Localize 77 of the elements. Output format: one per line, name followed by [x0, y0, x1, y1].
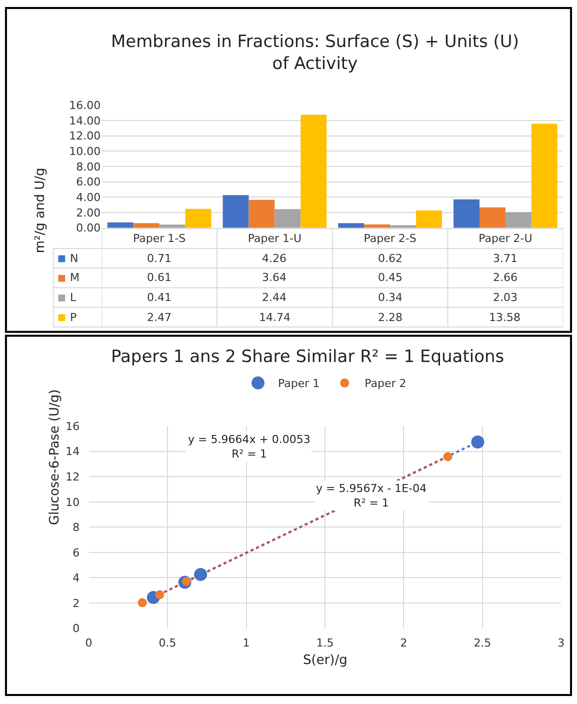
- y-tick-label: 12: [66, 470, 80, 484]
- data-label: 0.62: [378, 252, 402, 265]
- bar: [531, 124, 558, 228]
- bar: [248, 200, 275, 228]
- legend-label: L: [70, 291, 77, 304]
- data-label: 2.03: [493, 291, 518, 304]
- data-label: 0.34: [378, 291, 402, 304]
- data-label: 0.61: [147, 271, 172, 284]
- y-tick-label: 0.00: [76, 222, 101, 235]
- data-label: 0.45: [378, 271, 402, 284]
- x-axis-title: S(er)/g: [303, 653, 348, 668]
- bar: [416, 210, 442, 228]
- x-tick-label: 1.5: [316, 636, 334, 650]
- data-label: 2.47: [147, 311, 172, 324]
- bar: [222, 195, 249, 228]
- annotation: y = 5.9664x + 0.0053 R² = 1: [188, 433, 310, 460]
- data-label: 14.74: [259, 311, 290, 324]
- data-label: 2.28: [378, 311, 402, 324]
- data-label: 3.71: [493, 252, 518, 265]
- data-label: 2.66: [493, 271, 518, 284]
- y-tick-label: 2.00: [76, 206, 101, 220]
- bar: [274, 209, 301, 228]
- data-label: 2.44: [262, 291, 286, 304]
- bar: [338, 223, 364, 228]
- y-tick-label: 8.00: [76, 160, 101, 174]
- x-tick-label: 2.5: [474, 636, 492, 650]
- data-label: 3.64: [262, 271, 286, 284]
- chart-title: Membranes in Fractions: Surface (S) + Units (U) of Activity: [111, 32, 519, 74]
- chart-title: Papers 1 ans 2 Share Similar R² = 1 Equations: [111, 347, 504, 367]
- bar: [479, 207, 506, 228]
- point: [155, 590, 164, 600]
- data-label: 0.71: [147, 252, 172, 265]
- x-tick-label: 1: [242, 636, 250, 650]
- point: [138, 598, 147, 608]
- annotation: y = 5.9567x - 1E-04 R² = 1: [316, 482, 427, 510]
- bar: [107, 222, 134, 228]
- y-tick-label: 14.00: [69, 114, 101, 128]
- y-tick-label: 16: [66, 420, 80, 433]
- bar: [133, 223, 160, 228]
- bar: [454, 199, 480, 228]
- legend-label: N: [70, 252, 78, 265]
- y-tick-label: 12.00: [69, 130, 101, 143]
- bar: [300, 114, 327, 228]
- bar: [185, 208, 212, 228]
- y-tick-label: 16.00: [69, 98, 101, 112]
- bar: [505, 212, 532, 228]
- y-tick-label: 6: [72, 546, 80, 560]
- x-tick-label: Paper 1-S: [133, 232, 186, 246]
- y-tick-label: 0: [72, 622, 80, 636]
- y-tick-label: 10: [66, 496, 80, 509]
- x-tick-label: 0.5: [158, 636, 176, 650]
- bar: [390, 225, 416, 228]
- point: [471, 436, 484, 449]
- y-tick-label: 10.00: [69, 144, 101, 158]
- data-label: 4.26: [262, 252, 286, 265]
- point: [194, 568, 208, 581]
- x-tick-label: Paper 2-S: [364, 232, 416, 246]
- y-tick-label: 8: [72, 521, 80, 534]
- x-tick-label: 3: [558, 636, 565, 650]
- data-label: 13.58: [489, 311, 520, 324]
- y-tick-label: 4.00: [76, 191, 101, 204]
- y-tick-label: 2: [72, 596, 80, 610]
- bar: [159, 224, 186, 228]
- x-tick-label: Paper 1-U: [248, 232, 302, 246]
- y-axis-title: m²/g and U/g: [33, 168, 48, 254]
- legend-label: P: [70, 311, 77, 324]
- x-tick-label: Paper 2-U: [478, 232, 532, 246]
- y-tick-label: 6.00: [76, 176, 101, 189]
- y-tick-label: 4: [72, 572, 80, 585]
- y-axis-title: Glucose-6-Pase (U/g): [48, 389, 63, 526]
- y-tick-label: 14: [66, 445, 80, 458]
- legend-label: Paper 1: [278, 377, 320, 390]
- data-label: 0.41: [147, 291, 172, 304]
- x-tick-label: 2: [400, 636, 408, 650]
- legend-label: M: [70, 271, 80, 284]
- legend-label: Paper 2: [364, 377, 406, 390]
- point: [443, 452, 452, 462]
